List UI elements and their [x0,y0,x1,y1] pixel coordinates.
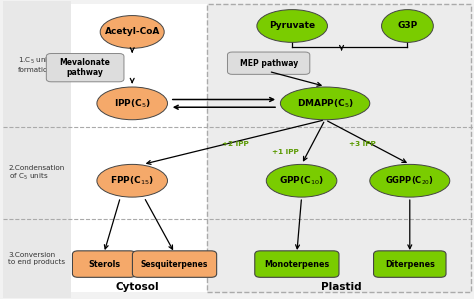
Text: G3P: G3P [397,22,418,30]
Text: Sterols: Sterols [88,260,120,269]
FancyBboxPatch shape [228,52,310,74]
Ellipse shape [97,164,167,197]
Ellipse shape [266,164,337,197]
Text: GPP(C$_{10}$): GPP(C$_{10}$) [279,175,324,187]
Text: Acetyl-CoA: Acetyl-CoA [104,28,160,36]
Text: Diterpenes: Diterpenes [385,260,435,269]
Ellipse shape [382,10,433,42]
FancyBboxPatch shape [3,219,71,298]
Text: FPP(C$_{15}$): FPP(C$_{15}$) [110,175,154,187]
Text: +1 IPP: +1 IPP [272,150,299,155]
Text: 3.Conversion
to end products: 3.Conversion to end products [8,252,65,266]
FancyBboxPatch shape [71,4,208,292]
Text: DMAPP(C$_5$): DMAPP(C$_5$) [297,97,354,110]
Text: 2.Condensation
of C$_5$ units: 2.Condensation of C$_5$ units [9,164,65,182]
Text: GGPP(C$_{20}$): GGPP(C$_{20}$) [385,175,434,187]
FancyBboxPatch shape [255,251,339,277]
Ellipse shape [281,87,370,120]
FancyBboxPatch shape [46,54,124,82]
Text: Sesquiterpenes: Sesquiterpenes [141,260,208,269]
FancyBboxPatch shape [3,1,71,219]
Text: 1.C$_5$ units
formation: 1.C$_5$ units formation [18,55,55,73]
FancyBboxPatch shape [208,4,471,292]
Text: Mevalonate
pathway: Mevalonate pathway [60,58,110,77]
Ellipse shape [97,87,167,120]
Text: Monoterpenes: Monoterpenes [264,260,329,269]
Text: MEP pathway: MEP pathway [239,59,298,68]
Ellipse shape [100,16,164,48]
Text: Plastid: Plastid [321,282,362,292]
FancyBboxPatch shape [132,251,217,277]
FancyBboxPatch shape [374,251,446,277]
FancyBboxPatch shape [73,251,136,277]
Text: +2 IPP: +2 IPP [222,141,249,147]
Text: Pyruvate: Pyruvate [269,22,315,30]
Ellipse shape [257,10,328,42]
Ellipse shape [370,164,450,197]
Text: IPP(C$_5$): IPP(C$_5$) [114,97,151,110]
Text: Cytosol: Cytosol [115,282,159,292]
Text: +3 IPP: +3 IPP [349,141,376,147]
